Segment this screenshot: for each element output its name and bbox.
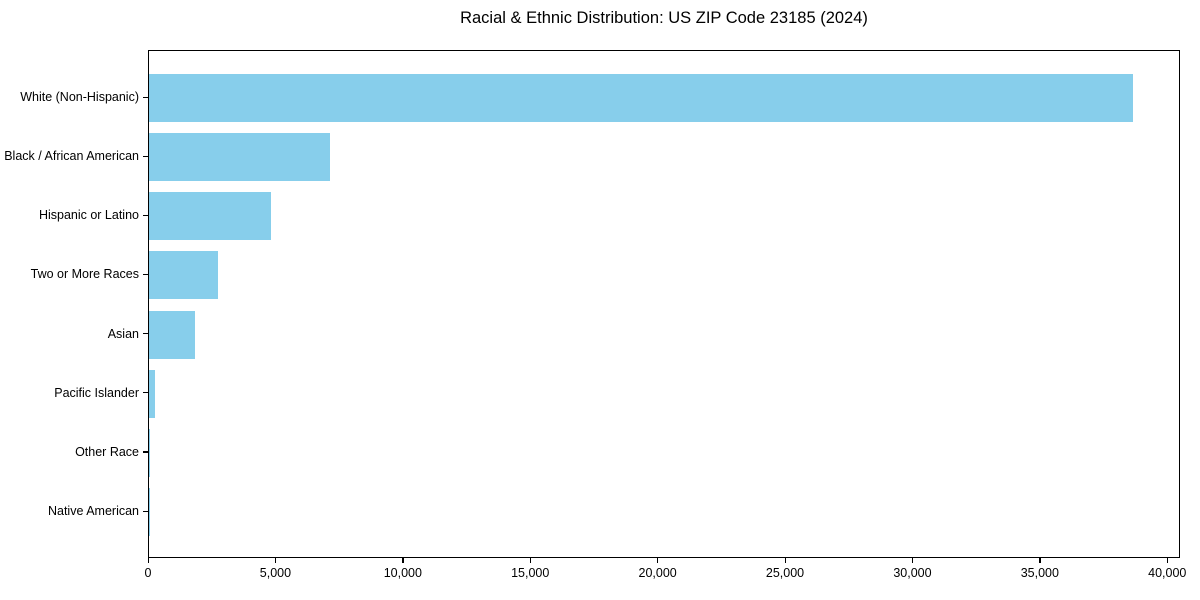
x-tick-label: 40,000 [1148, 566, 1187, 580]
y-tick-label: Hispanic or Latino [38, 208, 139, 223]
y-tick-label: White (Non-Hispanic) [20, 90, 139, 104]
y-tick-mark [143, 333, 148, 335]
x-tick-mark [402, 558, 404, 563]
x-tick-label: 25,000 [765, 566, 805, 580]
y-tick-mark [143, 451, 148, 453]
plot-area [148, 50, 1180, 558]
x-tick-mark [784, 558, 786, 563]
x-tick-label: 15,000 [511, 566, 550, 580]
bar-black-african-american [149, 133, 330, 182]
bar-other-race [149, 428, 151, 477]
y-tick-mark [143, 510, 148, 512]
x-tick-label: 20,000 [638, 566, 677, 580]
x-tick-mark [911, 558, 914, 563]
y-tick-label: Pacific Islander [54, 385, 139, 400]
x-tick-mark [657, 558, 659, 563]
x-tick-label: 5,000 [259, 566, 292, 580]
bar-two-or-more-races [149, 251, 218, 300]
x-tick-label: 0 [144, 566, 152, 580]
bar-hispanic-or-latino [149, 192, 272, 241]
x-tick-label: 10,000 [383, 566, 422, 580]
x-tick-mark [1166, 558, 1168, 563]
x-tick-mark [147, 558, 149, 563]
x-tick-mark [529, 558, 531, 563]
y-tick-mark [143, 392, 148, 394]
y-tick-label: Asian [107, 326, 139, 341]
x-tick-label: 35,000 [1020, 566, 1059, 580]
chart-title: Racial & Ethnic Distribution: US ZIP Cod… [460, 9, 868, 27]
x-tick-mark [274, 558, 277, 563]
bar-white-non-hispanic [149, 74, 1133, 122]
y-tick-mark [143, 155, 148, 157]
bar-asian [149, 310, 195, 359]
y-tick-mark [143, 214, 148, 216]
bar-native-american [149, 488, 150, 536]
y-tick-label: Other Race [75, 444, 139, 459]
y-tick-mark [143, 96, 148, 98]
y-tick-mark [143, 273, 148, 276]
y-tick-label: Two or More Races [30, 267, 139, 282]
bar-pacific-islander [149, 369, 155, 418]
y-tick-label: Black / African American [4, 149, 139, 164]
x-tick-mark [1039, 558, 1041, 563]
y-tick-label: Native American [47, 504, 139, 518]
x-tick-label: 30,000 [893, 566, 932, 580]
